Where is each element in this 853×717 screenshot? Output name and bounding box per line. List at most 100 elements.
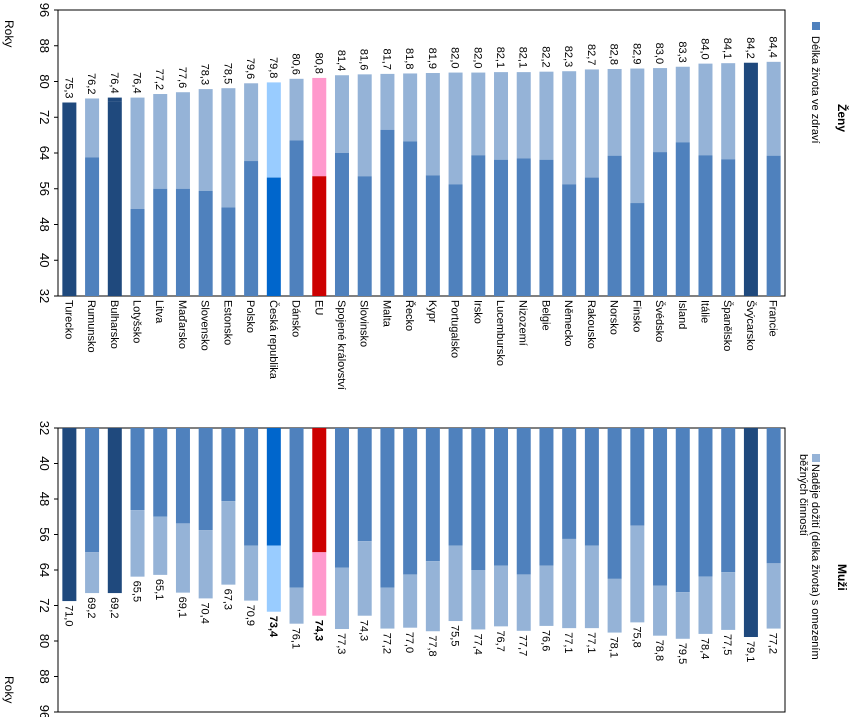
category-label-spanelsko: Španělsko bbox=[721, 300, 734, 351]
category-label-lotyssko: Lotyšsko bbox=[131, 300, 143, 343]
category-label-island: Island bbox=[676, 300, 688, 329]
category-label-recko: Řecko bbox=[403, 300, 416, 331]
category-label-bulharsko: Bulharsko bbox=[108, 300, 120, 349]
women-bar-healthy-malta bbox=[380, 129, 395, 296]
men-bar-remaining-kypr bbox=[425, 561, 440, 632]
category-label-estonsko: Estonsko bbox=[221, 300, 233, 345]
men-bar-remaining-ceska-republika bbox=[266, 545, 281, 612]
men-value-label-litva: 65,1 bbox=[153, 579, 165, 600]
women-bar-remaining-slovensko bbox=[198, 89, 213, 191]
men-value-label-finsko: 75,8 bbox=[630, 626, 642, 647]
women-value-label-turecko: 75,3 bbox=[62, 77, 74, 98]
men-value-label-estonsko: 67,3 bbox=[221, 589, 233, 610]
category-label-slovinsko: Slovinsko bbox=[358, 300, 370, 347]
women-bar-remaining-nizozemi bbox=[516, 72, 531, 159]
category-label-polsko: Polsko bbox=[244, 300, 256, 333]
men-bar-remaining-lucembursko bbox=[494, 565, 509, 627]
women-y-axis-title: Roky bbox=[2, 20, 16, 47]
women-y-tick-label: 96 bbox=[37, 3, 52, 17]
men-bar-healthy-nemecko bbox=[562, 428, 577, 539]
women-y-tick-label: 64 bbox=[37, 146, 52, 160]
women-y-tick-label: 72 bbox=[37, 110, 52, 124]
women-bar-remaining-rakousko bbox=[584, 69, 599, 178]
men-value-label-belgie: 76,6 bbox=[539, 630, 551, 651]
women-value-label-slovensko: 78,3 bbox=[199, 64, 211, 85]
women-bar-remaining-belgie bbox=[539, 71, 554, 160]
women-value-label-slovinsko: 81,6 bbox=[358, 49, 370, 70]
category-label-malta: Malta bbox=[380, 300, 392, 328]
men-bar-healthy-eu bbox=[312, 428, 327, 553]
women-y-tick-label: 80 bbox=[37, 74, 52, 88]
men-bar-remaining-rumunsko bbox=[85, 552, 100, 594]
men-chart-title: Muži bbox=[835, 564, 849, 591]
men-bar-healthy-lucembursko bbox=[494, 428, 509, 566]
category-label-ceska-republika: Česká republika bbox=[267, 300, 280, 380]
women-value-label-spojene-kralovstvi: 81,4 bbox=[335, 50, 347, 71]
men-bar-healthy-slovinsko bbox=[357, 428, 372, 542]
women-value-label-rumunsko: 76,2 bbox=[85, 73, 97, 94]
women-bar-remaining-francie bbox=[766, 61, 781, 156]
women-value-label-finsko: 82,9 bbox=[630, 43, 642, 64]
men-bar-remaining-malta bbox=[380, 587, 395, 629]
men-bar-healthy-rumunsko bbox=[85, 428, 100, 553]
women-value-label-rakousko: 82,7 bbox=[585, 44, 597, 65]
women-bar-healthy-estonsko bbox=[221, 207, 236, 296]
men-bar-healthy-spojene-kralovstvi bbox=[334, 428, 349, 568]
women-value-label-nemecko: 82,3 bbox=[562, 46, 574, 67]
men-bar-remaining-finsko bbox=[630, 525, 645, 623]
men-bar-remaining-italie bbox=[698, 576, 713, 634]
men-bar-remaining-irsko bbox=[471, 570, 486, 630]
men-y-axis-title: Roky bbox=[2, 676, 16, 703]
women-bar-healthy-portugalsko bbox=[448, 184, 463, 296]
women-bar-healthy-madarsko bbox=[175, 188, 190, 296]
women-bar-healthy-belgie bbox=[539, 159, 554, 296]
women-y-tick-label: 32 bbox=[37, 289, 52, 303]
women-bar-remaining-slovinsko bbox=[357, 74, 372, 177]
men-y-tick-label: 48 bbox=[37, 492, 52, 506]
men-value-label-francie: 77,2 bbox=[767, 633, 779, 654]
men-value-label-spojene-kralovstvi: 77,3 bbox=[335, 633, 347, 654]
men-bar-healthy-norsko bbox=[607, 428, 622, 579]
men-value-label-nizozemi: 77,7 bbox=[517, 635, 529, 656]
men-value-label-slovinsko: 74,3 bbox=[358, 620, 370, 641]
women-bar-healthy-svedsko bbox=[653, 152, 668, 296]
women-bar-remaining-italie bbox=[698, 63, 713, 156]
men-y-tick-label: 88 bbox=[37, 669, 52, 683]
men-bar-healthy-nizozemi bbox=[516, 428, 531, 575]
women-bar-healthy-italie bbox=[698, 155, 713, 296]
men-y-tick-label: 80 bbox=[37, 634, 52, 648]
men-bar-healthy-bulharsko bbox=[107, 428, 122, 594]
men-value-label-madarsko: 69,1 bbox=[176, 597, 188, 618]
men-bar-remaining-francie bbox=[766, 563, 781, 629]
women-bar-healthy-norsko bbox=[607, 155, 622, 296]
men-bar-remaining-slovinsko bbox=[357, 541, 372, 616]
women-value-label-francie: 84,4 bbox=[767, 36, 779, 57]
men-value-label-irsko: 77,4 bbox=[471, 633, 483, 654]
men-bar-remaining-belgie bbox=[539, 565, 554, 626]
women-bar-remaining-irsko bbox=[471, 72, 486, 156]
women-value-label-lucembursko: 82,1 bbox=[494, 47, 506, 68]
men-value-label-portugalsko: 75,5 bbox=[449, 625, 461, 646]
women-value-label-litva: 77,2 bbox=[153, 69, 165, 90]
women-bar-healthy-eu bbox=[312, 176, 327, 296]
women-value-label-polsko: 79,6 bbox=[244, 58, 256, 79]
men-legend-swatch bbox=[812, 454, 820, 462]
men-bar-healthy-estonsko bbox=[221, 428, 236, 502]
men-value-label-slovensko: 70,4 bbox=[199, 602, 211, 623]
women-value-label-madarsko: 77,6 bbox=[176, 67, 188, 88]
women-bar-healthy-nizozemi bbox=[516, 158, 531, 296]
men-value-label-polsko: 70,9 bbox=[244, 605, 256, 626]
women-bar-healthy-nemecko bbox=[562, 184, 577, 296]
women-bar-remaining-madarsko bbox=[175, 92, 190, 189]
women-bar-remaining-malta bbox=[380, 73, 395, 130]
women-bar-remaining-norsko bbox=[607, 68, 622, 156]
women-bar-healthy-spanelsko bbox=[721, 159, 736, 296]
women-category-labels: Turecko Rumunsko Bulharsko Lotyšsko Litva Maď… bbox=[62, 300, 778, 390]
women-value-label-eu: 80,8 bbox=[312, 53, 324, 74]
women-bar-healthy-recko bbox=[403, 141, 418, 296]
women-bar-remaining-lucembursko bbox=[494, 72, 509, 160]
men-y-tick-label: 56 bbox=[37, 527, 52, 541]
women-bar-remaining-eu bbox=[312, 77, 327, 177]
women-value-label-island: 83,3 bbox=[676, 41, 688, 62]
men-chart: 32 40 48 56 64 72 80 88 96 71,0 69,2 69,2 65,5 65,1 6… bbox=[2, 421, 849, 717]
